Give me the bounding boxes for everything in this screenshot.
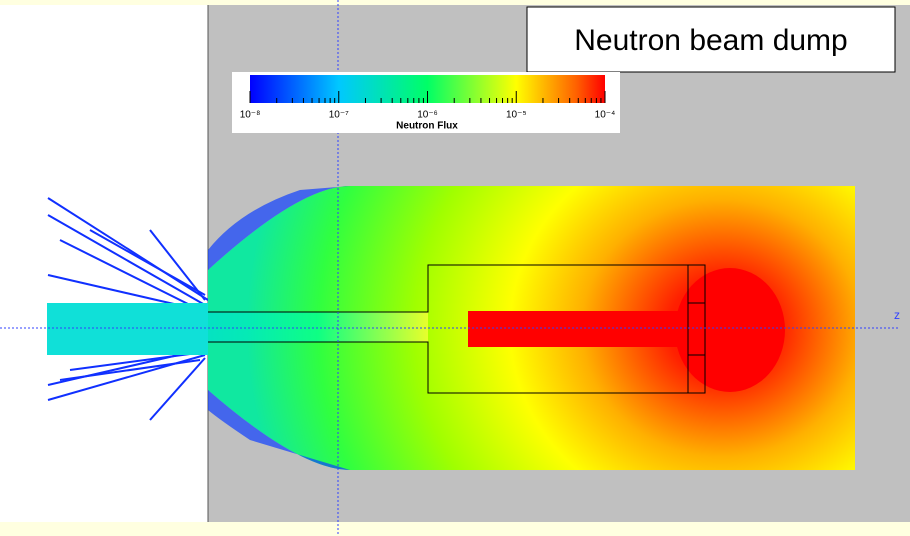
colorbar-tick-label: 10⁻⁸ <box>240 110 261 121</box>
incoming-beam <box>47 303 208 355</box>
colorbar-label: Neutron Flux <box>396 121 458 132</box>
colorbar-tick-label: 10⁻⁷ <box>329 110 349 121</box>
beam-pipe-flux <box>208 312 428 342</box>
colorbar-tick-label: 10⁻⁶ <box>417 110 438 121</box>
hot-spot <box>675 268 785 392</box>
top-strip <box>0 0 910 5</box>
target-rod <box>468 311 688 347</box>
flux-plot: z Neutron beam dump Neutron Flux 10⁻⁸ 10⁻… <box>0 0 910 536</box>
z-axis-label: z <box>894 308 900 322</box>
bottom-strip <box>0 522 910 536</box>
colorbar-tick-label: 10⁻⁵ <box>506 110 527 121</box>
colorbar: Neutron Flux 10⁻⁸ 10⁻⁷ 10⁻⁶ 10⁻⁵ 10⁻⁴ <box>232 72 620 133</box>
colorbar-tick-label: 10⁻⁴ <box>595 110 616 121</box>
title: Neutron beam dump <box>574 24 848 57</box>
